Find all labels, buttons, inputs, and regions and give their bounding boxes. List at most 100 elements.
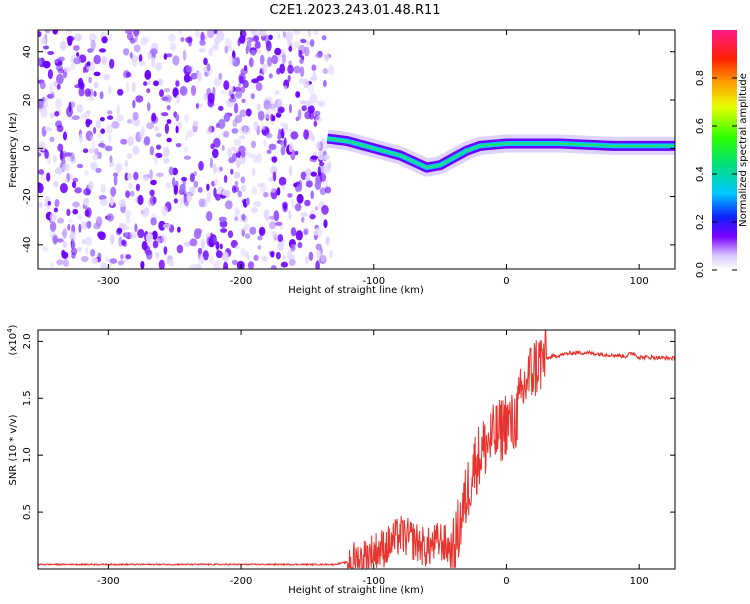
noise-blob <box>131 82 136 93</box>
noise-blob <box>62 240 67 249</box>
noise-blob <box>206 191 212 203</box>
noise-blob <box>38 183 44 194</box>
noise-blob <box>298 49 303 58</box>
noise-blob <box>57 217 65 224</box>
noise-blob <box>66 156 72 162</box>
noise-blob <box>213 260 221 269</box>
noise-blob <box>325 236 330 246</box>
noise-blob <box>311 64 317 71</box>
noise-blob <box>190 85 197 96</box>
noise-blob <box>321 35 327 41</box>
noise-blob <box>213 137 221 148</box>
noise-blob <box>229 86 234 92</box>
noise-blob <box>194 263 202 269</box>
noise-blob <box>277 133 282 140</box>
noise-blob <box>253 35 259 42</box>
noise-blob <box>289 128 294 133</box>
noise-blob <box>110 186 117 197</box>
noise-blob <box>233 102 239 114</box>
noise-blob <box>58 56 65 62</box>
noise-blob <box>131 59 138 67</box>
noise-blob <box>144 69 152 80</box>
noise-blob <box>240 176 246 184</box>
noise-blob <box>155 61 163 71</box>
noise-blob <box>149 189 155 197</box>
noise-blob <box>88 76 92 84</box>
noise-blob <box>234 216 239 222</box>
noise-blob <box>290 131 299 140</box>
noise-blob <box>178 30 183 36</box>
noise-blob <box>197 71 202 82</box>
noise-blob <box>287 250 292 260</box>
noise-blob <box>261 63 268 74</box>
noise-blob <box>150 179 157 186</box>
noise-blob <box>270 265 277 269</box>
noise-blob <box>161 205 168 217</box>
noise-blob <box>223 113 231 122</box>
noise-blob <box>107 115 114 120</box>
noise-blob <box>125 215 131 224</box>
noise-blob <box>124 160 128 168</box>
noise-blob <box>166 119 172 124</box>
noise-blob <box>93 127 97 134</box>
noise-blob <box>315 141 321 150</box>
noise-blob <box>129 52 133 59</box>
noise-blob <box>258 226 266 236</box>
snr-y-axis-label: SNR (10 * v/v) <box>8 414 19 485</box>
noise-blob <box>71 115 80 121</box>
noise-blob <box>309 93 318 104</box>
noise-blob <box>107 110 113 115</box>
spectrogram-signal-track <box>326 129 675 177</box>
noise-blob <box>83 170 89 177</box>
noise-blob <box>185 65 192 73</box>
noise-blob <box>53 181 59 188</box>
noise-blob <box>145 232 154 243</box>
noise-blob <box>115 163 122 173</box>
noise-blob <box>313 229 319 236</box>
noise-blob <box>307 83 314 95</box>
noise-blob <box>288 143 294 153</box>
noise-blob <box>296 193 304 204</box>
noise-blob <box>203 92 208 101</box>
noise-blob <box>54 59 59 64</box>
noise-blob <box>84 88 92 97</box>
noise-blob <box>65 30 73 35</box>
spectrogram-y-tick-label: 0 <box>22 145 33 151</box>
noise-blob <box>80 221 89 230</box>
noise-blob <box>299 66 305 78</box>
noise-blob <box>157 78 164 86</box>
noise-blob <box>112 172 119 178</box>
noise-blob <box>101 55 108 65</box>
noise-blob <box>47 69 54 80</box>
noise-blob <box>282 53 286 64</box>
colorbar-tick-label: 0.4 <box>695 166 706 182</box>
noise-blob <box>270 188 276 193</box>
snr-x-ticks: -300 -200 -100 0 100 <box>97 330 649 587</box>
noise-blob <box>133 44 141 53</box>
noise-blob <box>320 254 326 263</box>
noise-blob <box>257 245 261 250</box>
noise-blob <box>310 39 315 47</box>
noise-blob <box>228 157 235 164</box>
noise-blob <box>324 53 330 62</box>
noise-blob <box>251 167 256 177</box>
noise-blob <box>38 31 42 38</box>
noise-blob <box>77 246 82 252</box>
noise-blob <box>89 96 95 102</box>
noise-blob <box>94 148 99 155</box>
noise-blob <box>218 216 227 222</box>
noise-blob <box>81 255 89 263</box>
noise-blob <box>88 148 95 154</box>
noise-blob <box>305 256 309 265</box>
noise-blob <box>109 58 115 69</box>
noise-blob <box>203 57 208 66</box>
noise-blob <box>224 37 229 45</box>
noise-blob <box>239 125 247 135</box>
colorbar-tick-label: 0.6 <box>695 118 706 134</box>
noise-blob <box>127 172 132 181</box>
noise-blob <box>69 231 77 242</box>
noise-blob <box>172 87 179 98</box>
noise-blob <box>158 259 165 269</box>
